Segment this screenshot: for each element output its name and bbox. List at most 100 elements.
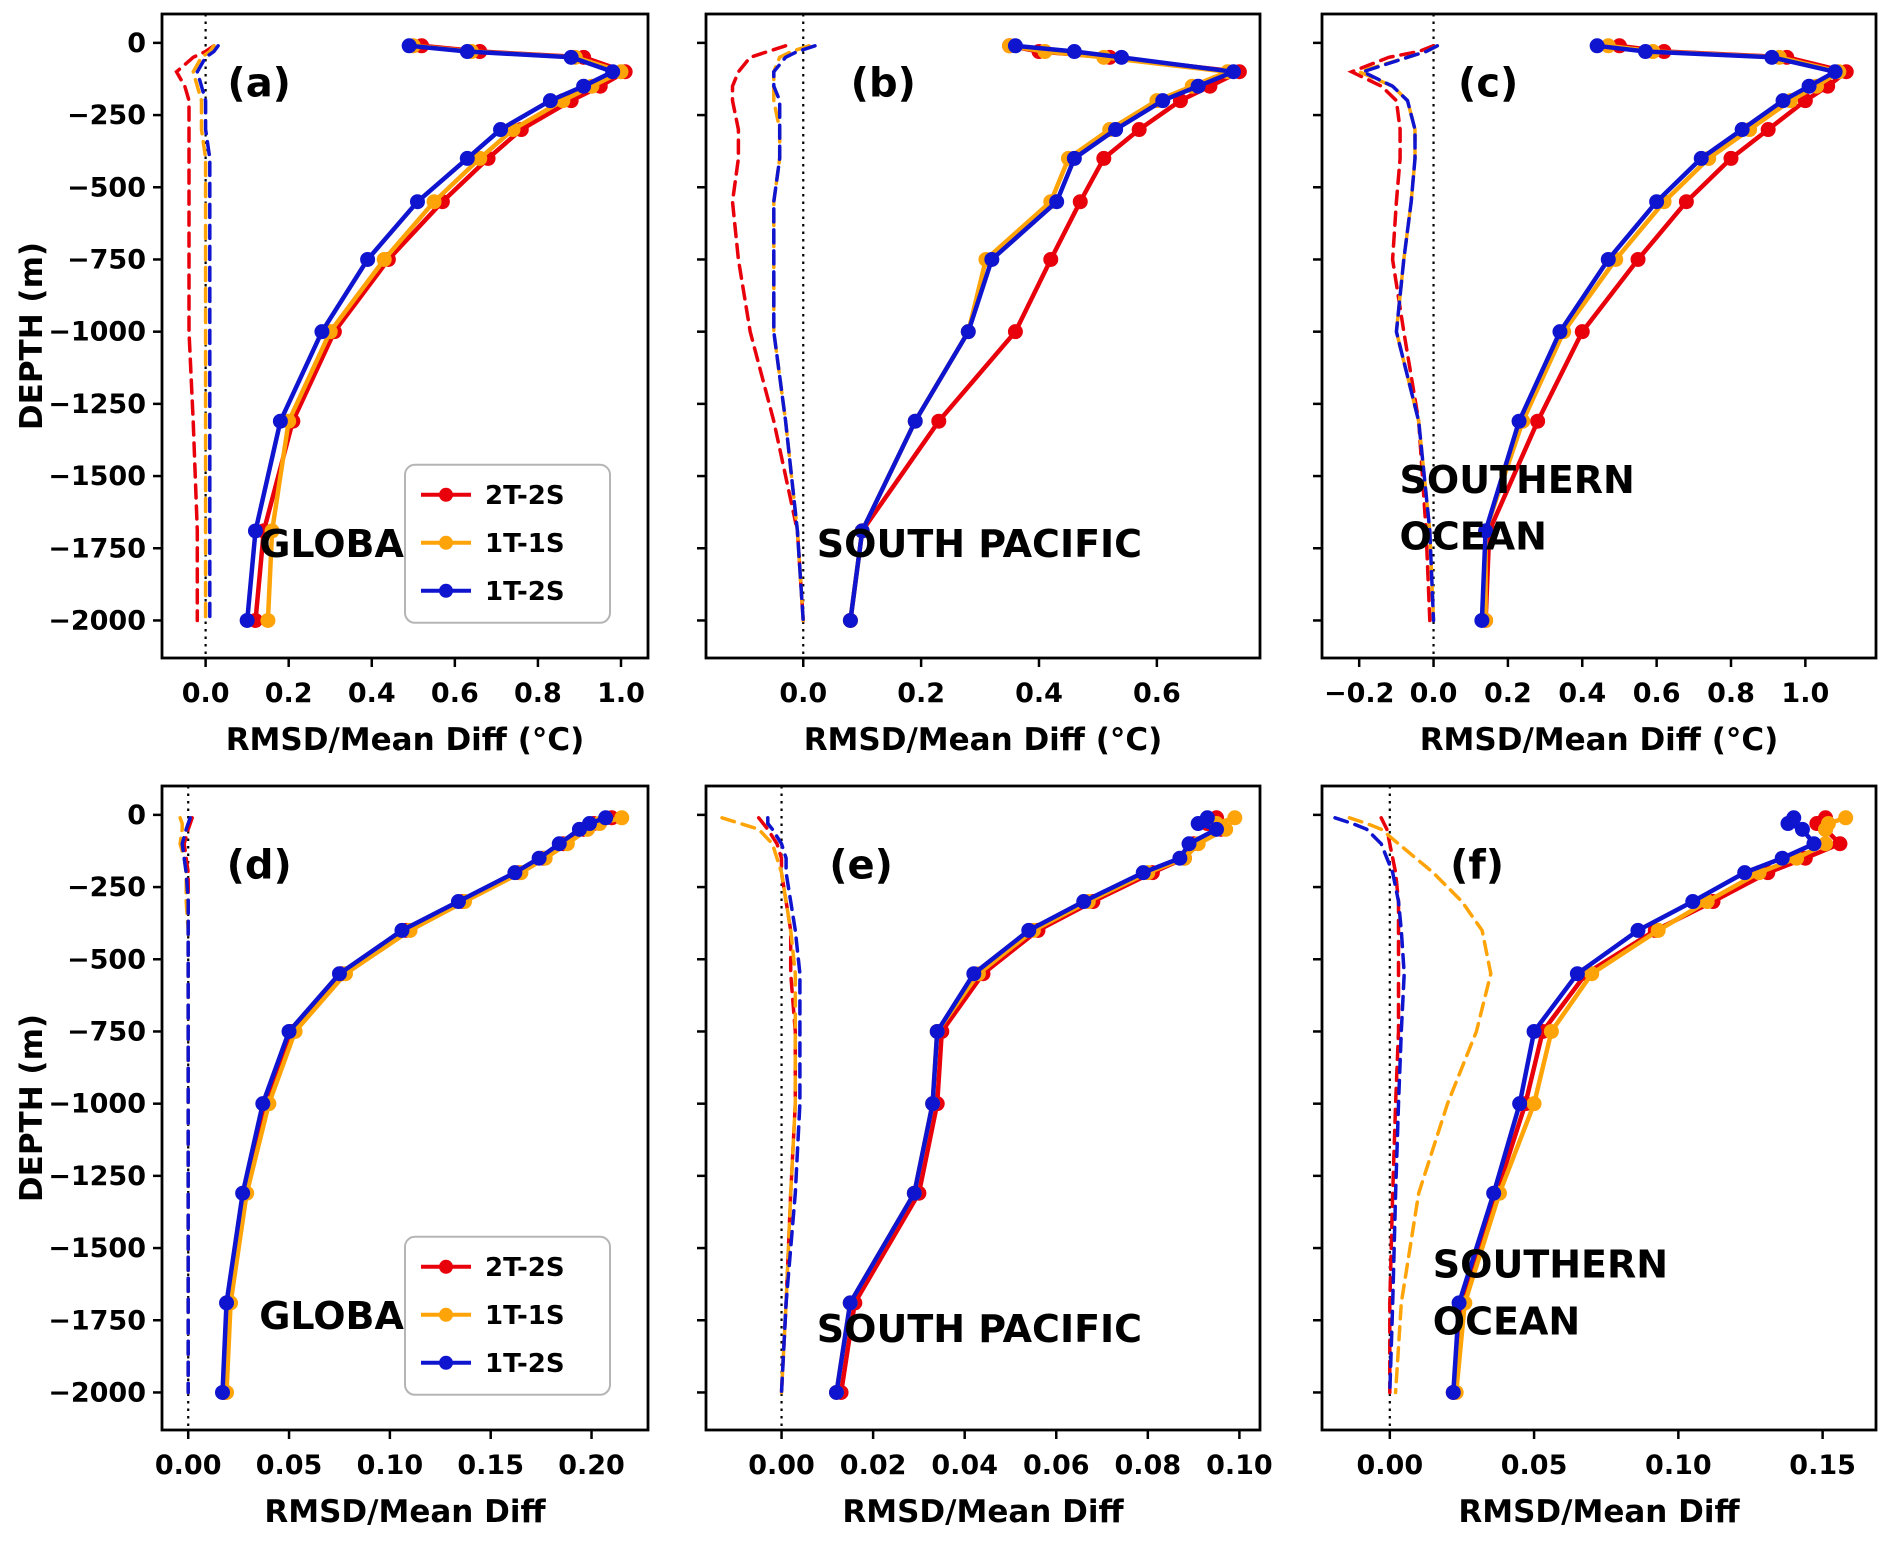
- meandiff-line-1T-2S: [1333, 816, 1406, 1395]
- rmsd-marker-1T-2S: [1155, 93, 1171, 109]
- legend-entry-label: 1T-1S: [485, 529, 565, 559]
- rmsd-marker-1T-2S: [1225, 64, 1241, 80]
- rmsd-marker-1T-2S: [598, 810, 614, 826]
- rmsd-marker-1T-2S: [1649, 194, 1665, 210]
- rmsd-marker-1T-2S: [1780, 816, 1796, 832]
- chart-canvas-a: 0.0 0.2 0.4 0.6 0.8 1.0 0 −250 −500 −750 −1000 −125…: [14, 12, 650, 758]
- rmsd-marker-1T-2S: [239, 612, 255, 628]
- panel-letter-label: (a): [227, 61, 291, 107]
- legend-marker-sample: [439, 1307, 453, 1322]
- rmsd-marker-1T-2S: [828, 1384, 844, 1400]
- panel-letter-label: (f): [1450, 842, 1504, 888]
- rmsd-marker-1T-2S: [1181, 836, 1197, 852]
- x-tick-label: 0.2: [1484, 678, 1532, 709]
- rmsd-marker-1T-2S: [281, 1023, 297, 1039]
- rmsd-marker-1T-2S: [1007, 38, 1023, 54]
- rmsd-marker-1T-2S: [1734, 122, 1750, 138]
- rmsd-marker-1T-2S: [1108, 122, 1124, 138]
- rmsd-marker-1T-2S: [409, 194, 425, 210]
- x-tick-label: 0.2: [265, 678, 313, 709]
- rmsd-marker-1T-2S: [1021, 922, 1037, 938]
- legend-marker-sample: [439, 1259, 453, 1274]
- rmsd-marker-1T-2S: [1774, 850, 1790, 866]
- region-label: SOUTHERN: [1433, 1243, 1668, 1287]
- plot-border: [704, 784, 1262, 1432]
- rmsd-marker-2T-2S: [1131, 122, 1147, 138]
- rmsd-marker-1T-2S: [507, 865, 523, 881]
- x-tick-label: 0.4: [348, 678, 396, 709]
- x-tick-label: 0.0: [182, 678, 230, 709]
- y-tick-label: −2000: [48, 1377, 146, 1408]
- x-tick-label: 0.15: [457, 1450, 524, 1481]
- rmsd-marker-1T-2S: [314, 324, 330, 340]
- x-axis-label: RMSD/Mean Diff (°C): [804, 722, 1163, 758]
- rmsd-marker-2T-2S: [1096, 150, 1112, 166]
- x-tick-label: 0.10: [1206, 1450, 1273, 1481]
- rmsd-marker-1T-2S: [1737, 865, 1753, 881]
- legend-marker-sample: [439, 487, 453, 502]
- x-tick-label: 0.08: [1115, 1450, 1182, 1481]
- rmsd-marker-1T-2S: [842, 1295, 858, 1311]
- rmsd-marker-1T-2S: [1794, 821, 1810, 837]
- panel-f-southern-ocean-salinity: 0.00 0.05 0.10 0.15 (f) SOUTHERN OCEAN RMSD/Mea…: [1276, 772, 1892, 1544]
- rmsd-marker-1T-2S: [563, 49, 579, 65]
- rmsd-marker-1T-1S: [1543, 1023, 1559, 1039]
- x-tick-label: 0.04: [931, 1450, 998, 1481]
- y-tick-label: −500: [67, 944, 146, 975]
- y-tick-label: −1750: [48, 533, 146, 564]
- rmsd-marker-1T-2S: [255, 1096, 271, 1112]
- rmsd-marker-1T-2S: [551, 836, 567, 852]
- chart-canvas-f: 0.00 0.05 0.10 0.15 (f) SOUTHERN OCEAN RMSD/Mea…: [1313, 784, 1878, 1530]
- rmsd-marker-1T-2S: [576, 78, 592, 94]
- rmsd-marker-1T-2S: [1827, 64, 1843, 80]
- rmsd-marker-1T-2S: [1114, 49, 1129, 65]
- plot-border: [704, 12, 1262, 660]
- rmsd-marker-1T-2S: [571, 821, 587, 837]
- figure-row-salinity: 0.00 0.05 0.10 0.15 0.20 0 −250 −500 −750 −1000 −1…: [0, 772, 1892, 1544]
- x-tick-label: −0.2: [1324, 678, 1394, 709]
- x-tick-label: 0.0: [1410, 678, 1458, 709]
- rmsd-marker-2T-2S: [931, 413, 947, 429]
- rmsd-marker-1T-1S: [1818, 836, 1834, 852]
- rmsd-marker-1T-2S: [1637, 44, 1653, 60]
- region-label: GLOBAL: [259, 1294, 428, 1338]
- x-tick-label: 0.4: [1015, 678, 1063, 709]
- rmsd-marker-1T-2S: [966, 966, 982, 982]
- rmsd-line-1T-2S: [1479, 43, 1838, 621]
- rmsd-marker-2T-2S: [1007, 324, 1023, 340]
- rmsd-marker-1T-2S: [1630, 922, 1646, 938]
- y-tick-label: −250: [67, 872, 146, 903]
- legend-entry-label: 1T-2S: [485, 1349, 565, 1379]
- plot-border: [1320, 12, 1878, 660]
- y-tick-label: 0: [127, 28, 146, 59]
- rmsd-marker-1T-2S: [459, 44, 475, 60]
- rmsd-line-1T-2S: [848, 43, 1236, 621]
- legend-marker-sample: [439, 535, 453, 550]
- y-tick-label: −500: [67, 172, 146, 203]
- x-axis-label: RMSD/Mean Diff (°C): [226, 722, 585, 758]
- rmsd-marker-1T-1S: [472, 150, 488, 166]
- x-tick-label: 1.0: [597, 678, 645, 709]
- x-axis-label: RMSD/Mean Diff: [842, 1494, 1124, 1530]
- rmsd-marker-1T-1S: [614, 810, 630, 826]
- rmsd-marker-1T-1S: [376, 251, 392, 267]
- rmsd-marker-1T-2S: [247, 523, 263, 539]
- rmsd-marker-1T-2S: [1190, 816, 1206, 832]
- rmsd-marker-2T-2S: [1723, 150, 1739, 166]
- x-tick-label: 0.8: [1707, 678, 1755, 709]
- region-label: OCEAN: [1433, 1299, 1580, 1343]
- rmsd-marker-1T-2S: [1066, 44, 1082, 60]
- rmsd-marker-1T-2S: [1569, 966, 1585, 982]
- x-tick-label: 0.05: [1501, 1450, 1568, 1481]
- meandiff-line-1T-2S: [766, 816, 802, 1395]
- rmsd-marker-1T-2S: [1486, 1185, 1502, 1201]
- rmsd-marker-1T-1S: [1838, 810, 1854, 826]
- rmsd-marker-1T-2S: [1172, 850, 1188, 866]
- plot-border: [160, 12, 650, 660]
- rmsd-marker-1T-2S: [906, 1185, 922, 1201]
- y-tick-label: 0: [127, 800, 146, 831]
- rmsd-marker-1T-2S: [1135, 865, 1151, 881]
- rmsd-marker-1T-2S: [235, 1185, 251, 1201]
- meandiff-line-1T-1S: [720, 816, 798, 1395]
- rmsd-marker-1T-2S: [1764, 49, 1780, 65]
